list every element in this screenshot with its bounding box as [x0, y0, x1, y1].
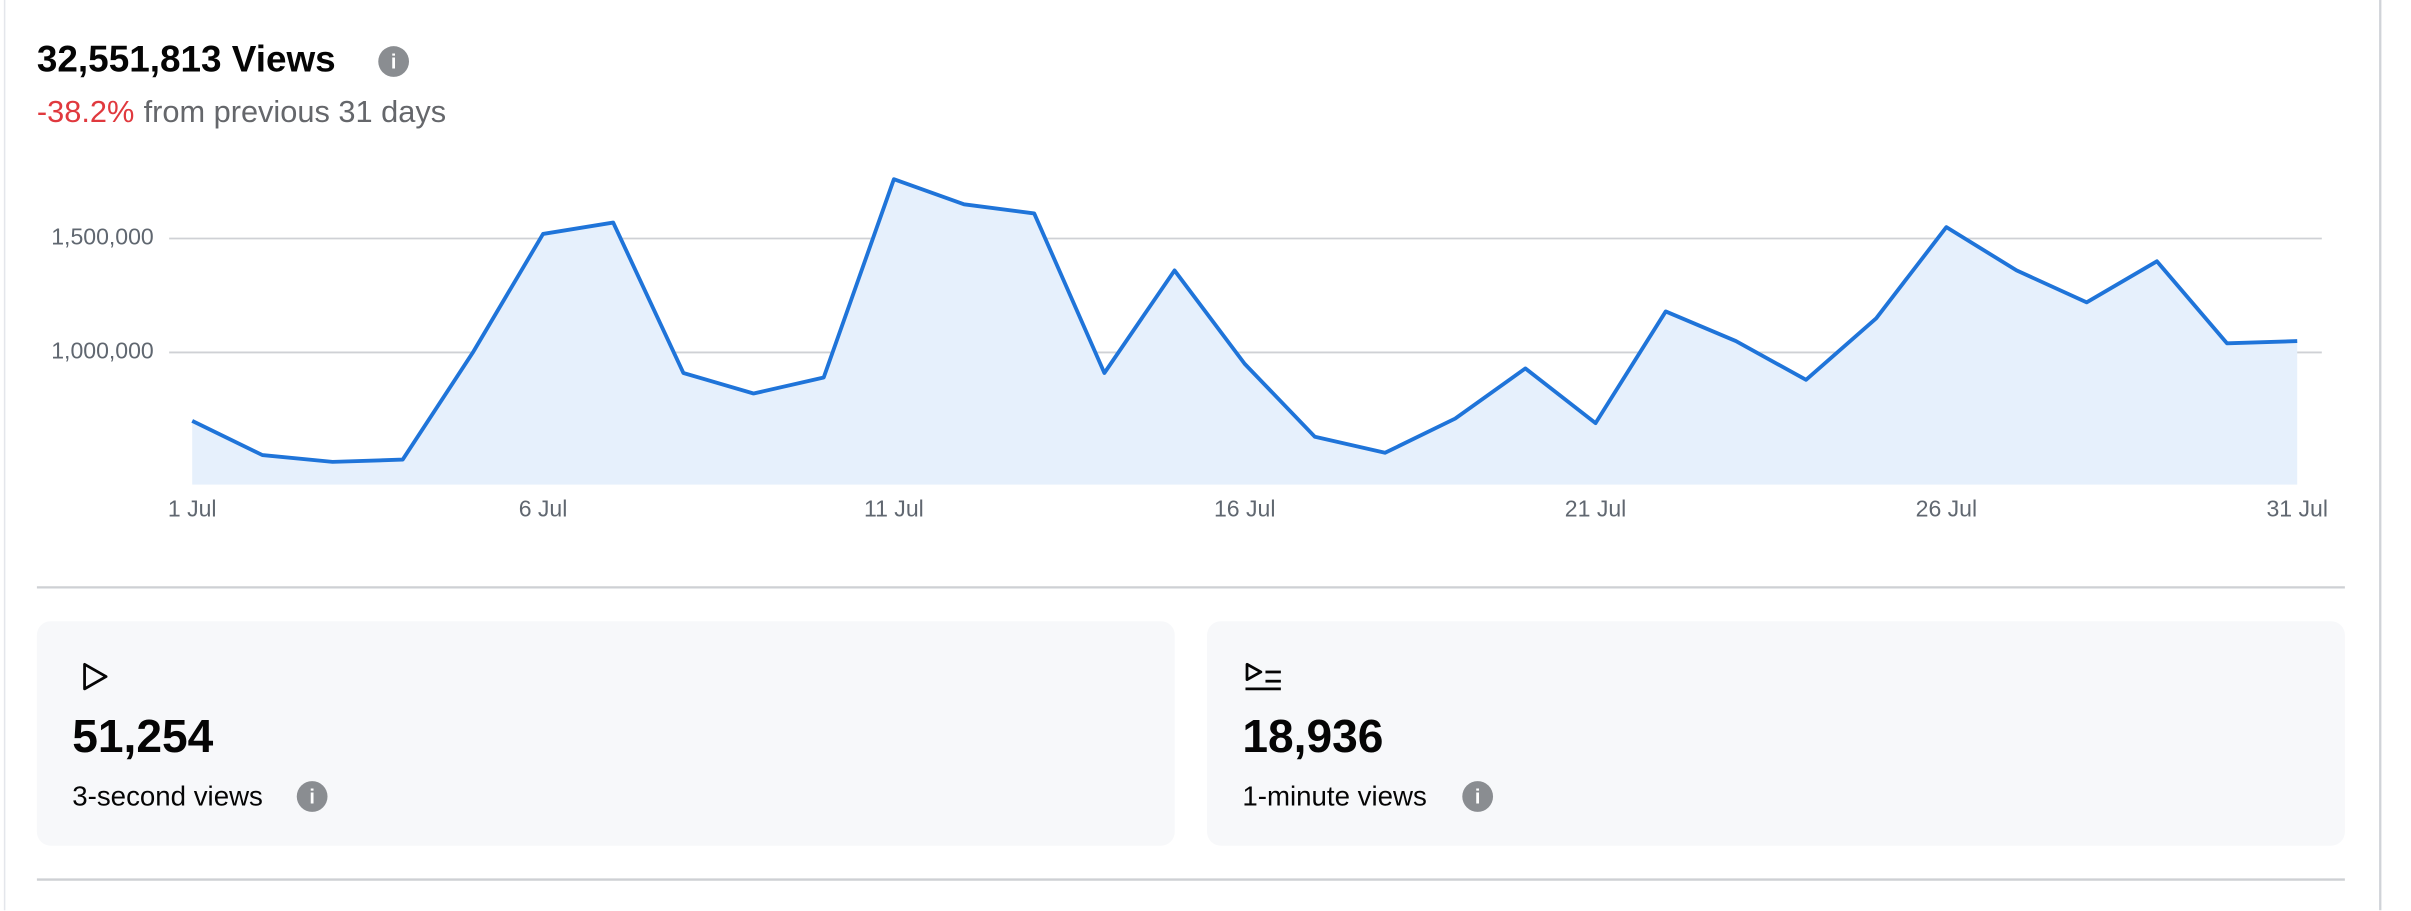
- change-line: -38.2% from previous 31 days: [37, 94, 446, 129]
- line: [191, 177, 2298, 464]
- x-tick-label: 26 Jul: [1916, 496, 1978, 522]
- area: [192, 179, 2298, 485]
- x-tick-label: 16 Jul: [1214, 496, 1276, 522]
- x-tick-label: 1 Jul: [168, 496, 217, 522]
- svg-text:i: i: [1475, 786, 1481, 808]
- info-icon[interactable]: i: [1462, 781, 1494, 812]
- svg-text:i: i: [309, 786, 315, 808]
- card-label: 3-second views: [72, 780, 263, 811]
- info-icon[interactable]: i: [378, 46, 410, 77]
- x-tick-label: 6 Jul: [519, 496, 568, 522]
- card-label: 1-minute views: [1242, 780, 1426, 811]
- change: -38.2%: [37, 94, 134, 129]
- play-icon: [83, 662, 108, 691]
- title: 32,551,813 Views: [37, 38, 336, 79]
- x-tick-label: 31 Jul: [2266, 496, 2328, 522]
- info-icon[interactable]: i: [296, 781, 328, 812]
- svg-text:i: i: [391, 51, 397, 73]
- change-note: from previous 31 days: [144, 94, 447, 129]
- card-value: 18,936: [1242, 710, 1383, 762]
- x-tick-label: 21 Jul: [1565, 496, 1626, 522]
- playlist-icon: [1245, 662, 1281, 691]
- chart: 1,000,000 1,500,000 1 Jul 6 Jul 11 Jul 16 Jul…: [51, 177, 2328, 522]
- card-value: 51,254: [72, 710, 213, 762]
- y-tick-label: 1,000,000: [51, 338, 154, 364]
- card: [1207, 621, 2345, 846]
- y-tick-label: 1,500,000: [51, 224, 154, 250]
- x-tick-label: 11 Jul: [864, 496, 924, 522]
